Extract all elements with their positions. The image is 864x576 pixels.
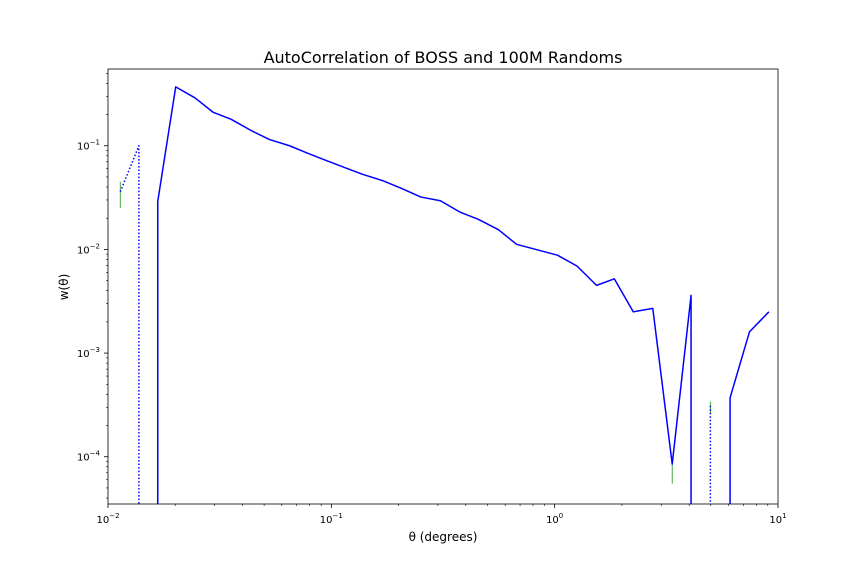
x-axis-label: θ (degrees) (409, 530, 478, 544)
y-tick-label-3: 10−1 (77, 139, 100, 153)
series-line-0 (156, 86, 692, 504)
y-tick-label-2: 10−2 (77, 242, 100, 256)
x-tick-label-2: 100 (546, 512, 563, 526)
x-tick-label-1: 10−1 (320, 512, 343, 526)
series-line-1 (729, 311, 770, 504)
chart-title: AutoCorrelation of BOSS and 100M Randoms (264, 48, 623, 67)
series-line-2 (119, 145, 140, 504)
y-tick-label-0: 10−4 (77, 450, 101, 464)
axis-ticks: 10−2 10−1 100 101 10−4 10−3 10−2 10−1 (77, 72, 787, 526)
plot-area (119, 86, 770, 504)
axes-frame (107, 68, 779, 505)
y-tick-label-1: 10−3 (77, 346, 100, 360)
x-tick-label-0: 10−2 (96, 512, 119, 526)
y-axis-label: w(θ) (57, 274, 71, 301)
x-tick-label-3: 101 (769, 512, 786, 526)
